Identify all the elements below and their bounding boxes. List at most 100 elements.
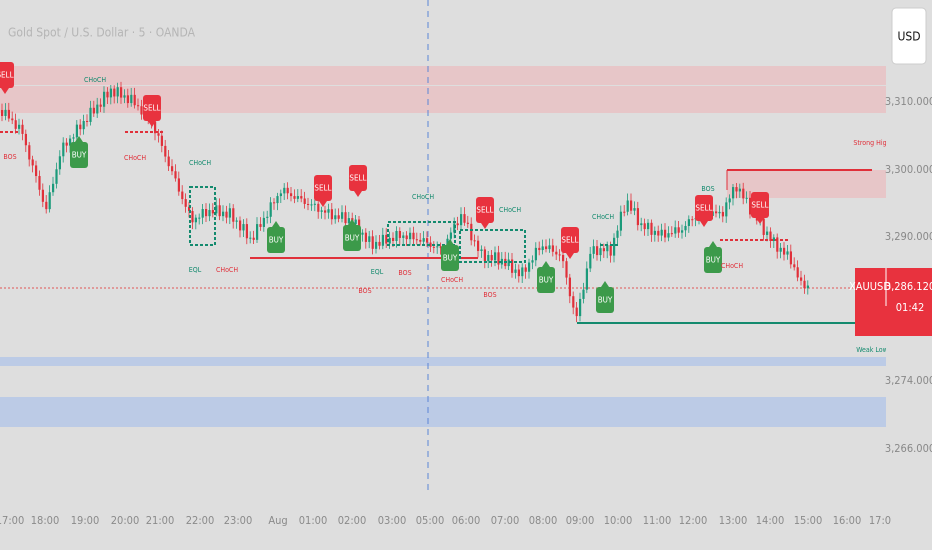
structure-label: CHoCH (216, 266, 238, 274)
candle-body (779, 247, 782, 252)
signal-pointer (319, 201, 327, 207)
candle-body (177, 178, 180, 192)
candle-body (398, 231, 401, 238)
candle-body (184, 199, 187, 207)
candle-body (572, 296, 575, 308)
signal-pointer (542, 261, 550, 267)
candle-body (300, 196, 303, 199)
price-axis-label: 3,310.000 (885, 95, 932, 108)
sell-signal (476, 197, 494, 223)
signal-pointer (566, 253, 574, 259)
candle-body (1, 110, 4, 116)
structure-label: CHoCH (124, 154, 146, 162)
candle-body (7, 109, 10, 119)
candle-body (381, 234, 384, 246)
candle-body (803, 280, 806, 289)
candle-body (160, 135, 163, 146)
time-axis-label: 06:00 (452, 514, 481, 527)
currency-button[interactable] (891, 7, 927, 65)
candle-body (789, 251, 792, 265)
candle-body (273, 202, 276, 204)
signal-pointer (348, 219, 356, 225)
candle-body (181, 191, 184, 200)
candle-body (545, 246, 548, 250)
candle-body (347, 218, 350, 224)
signal-label: BUY (345, 234, 360, 243)
candle-body (742, 188, 745, 199)
candle-body (429, 242, 432, 247)
candle-body (341, 212, 344, 219)
candle-body (402, 235, 405, 238)
candle-body (225, 211, 228, 218)
candle-body (361, 232, 364, 235)
candle-body (749, 197, 752, 215)
candle-body (266, 216, 269, 218)
candle-body (239, 220, 242, 231)
candle-body (191, 211, 194, 223)
buy-signal (267, 227, 285, 253)
candle-body (531, 260, 534, 263)
candle-body (103, 91, 106, 107)
candle-body (738, 188, 741, 192)
candle-body (687, 219, 690, 226)
signal-label: BUY (706, 256, 721, 265)
candle-body (521, 267, 524, 277)
candle-body (670, 233, 673, 235)
candle-body (344, 212, 347, 224)
candle-body (211, 210, 214, 214)
candle-body (439, 246, 442, 248)
time-axis-label: 17:0 (869, 514, 891, 527)
signal-label: SELL (695, 204, 712, 213)
candle-body (116, 87, 119, 97)
time-axis-label: 08:00 (529, 514, 558, 527)
candle-body (534, 247, 537, 261)
candle-body (69, 138, 72, 146)
structure-label: Strong High (853, 139, 890, 147)
candle-body (582, 289, 585, 299)
time-axis-label: 10:00 (604, 514, 633, 527)
candle-body (232, 208, 235, 222)
candle-body (565, 261, 568, 278)
structure-label: BOS (398, 269, 411, 277)
structure-label: CHoCH (499, 206, 521, 214)
candle-body (460, 214, 463, 226)
candle-body (616, 230, 619, 238)
signal-pointer (601, 281, 609, 287)
currency[interactable]: USD (897, 30, 920, 44)
signal-pointer (700, 221, 708, 227)
candle-body (528, 262, 531, 272)
candle-body (511, 259, 514, 273)
candle-body (364, 232, 367, 242)
time-axis-label: 17:00 (0, 514, 24, 527)
price-axis-label: 3,266.000 (885, 442, 932, 455)
candle-body (412, 232, 415, 240)
candle-body (436, 246, 439, 248)
time-axis-label: 18:00 (31, 514, 60, 527)
buy-signal (596, 287, 614, 313)
candle-body (507, 259, 510, 267)
time-axis-label: 02:00 (338, 514, 367, 527)
candle-body (86, 120, 89, 122)
candle-body (480, 249, 483, 251)
structure-label: CHoCH (412, 193, 434, 201)
structure-label: CHoCH (189, 159, 211, 167)
candle-body (657, 230, 660, 236)
supply-zone (0, 66, 886, 85)
time-axis-label: 22:00 (186, 514, 215, 527)
buy-signal (343, 225, 361, 251)
candle-body (626, 200, 629, 212)
candle-body (599, 248, 602, 256)
candle-body (664, 229, 667, 238)
candle-body (330, 209, 333, 220)
candle-body (613, 237, 616, 256)
candle-body (38, 176, 41, 190)
candle-body (721, 211, 724, 217)
candle-body (762, 218, 765, 235)
candle-body (551, 245, 554, 252)
candle-body (99, 104, 102, 107)
sell-signal (751, 192, 769, 218)
candle-body (228, 208, 231, 218)
time-axis-label: 23:00 (224, 514, 253, 527)
candle-body (286, 187, 289, 194)
